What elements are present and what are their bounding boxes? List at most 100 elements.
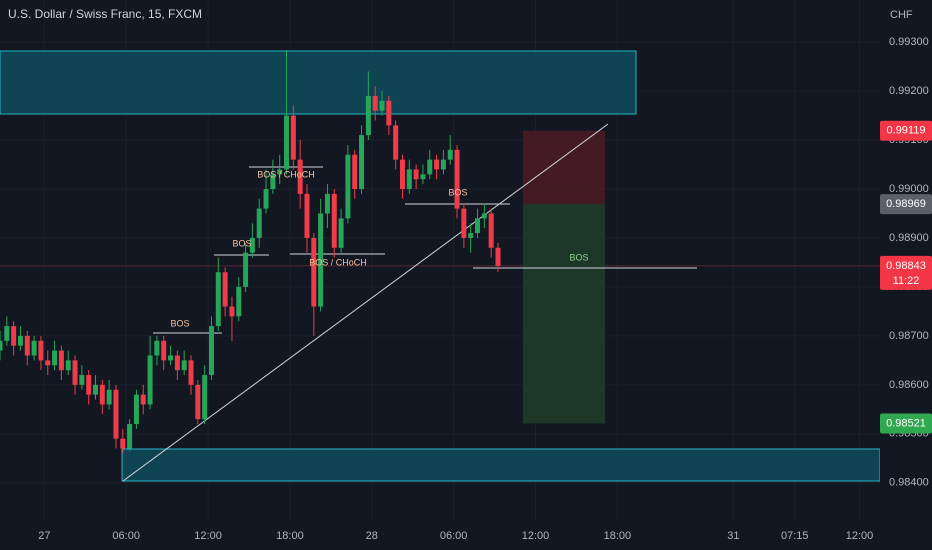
candle-body (161, 340, 167, 361)
candle-body (133, 394, 139, 425)
annotation: BOS (232, 238, 251, 248)
candle-body (331, 193, 337, 248)
axes: 0.984000.985000.986000.987000.988000.989… (38, 36, 932, 542)
candle-body (4, 326, 10, 341)
x-tick-label: 18:00 (604, 530, 632, 542)
annotation: BOS (170, 318, 189, 328)
candle-body (475, 218, 481, 234)
candle-body (256, 208, 262, 238)
position-box (523, 130, 605, 424)
candle-body (236, 286, 242, 317)
candle-body (0, 340, 3, 351)
y-tick-label: 0.99200 (889, 85, 929, 97)
y-tick-label: 0.98900 (889, 232, 929, 244)
price-marker (880, 120, 932, 141)
candle-body (386, 100, 392, 126)
candle-body (168, 355, 174, 361)
x-tick-label: 12:00 (522, 530, 550, 542)
candle-body (290, 115, 296, 160)
price-marker-label: 0.98843 (886, 260, 926, 272)
candle-body (222, 272, 228, 307)
trend-line (122, 123, 609, 482)
candle-body (65, 360, 71, 371)
x-tick-label: 06:00 (440, 530, 468, 542)
candle-body (99, 384, 105, 405)
x-tick-label: 07:15 (781, 530, 809, 542)
candle-body (434, 159, 440, 170)
candle-body (284, 115, 290, 170)
candle-body (181, 360, 187, 371)
candle-body (318, 213, 324, 307)
x-tick-label: 31 (727, 530, 739, 542)
candle-body (454, 149, 460, 209)
candle-body (427, 159, 433, 175)
candle-body (188, 360, 194, 385)
y-tick-label: 0.98700 (889, 330, 929, 342)
candle-body (311, 237, 317, 307)
candle-body (38, 340, 44, 361)
overlay: BOS BOS BOS / CHoCH BOS / CHoCH BOS BOS (170, 169, 588, 328)
price-marker-label: 0.98521 (886, 417, 926, 429)
candle-body (345, 154, 351, 219)
price-marker (880, 413, 932, 434)
candle-body (488, 213, 494, 248)
candle-body (93, 384, 99, 395)
price-marker-label: 0.99119 (887, 125, 926, 137)
candle-body (58, 350, 64, 371)
candle-body (154, 340, 160, 356)
last-price-time: 11:22 (893, 275, 920, 287)
candle-body (468, 233, 474, 238)
candle-body (17, 335, 23, 346)
y-tick-label: 0.99000 (889, 183, 929, 195)
x-tick-label: 12:00 (846, 530, 874, 542)
candle-body (393, 125, 399, 160)
candle-body (379, 100, 385, 111)
candle-body (31, 340, 37, 356)
chart-title: U.S. Dollar / Swiss Franc, 15, FXCM (8, 7, 202, 21)
candle-body (229, 306, 235, 317)
candles (0, 49, 501, 454)
candle-body (195, 384, 201, 420)
candle-body (215, 272, 221, 327)
candle-body (406, 169, 412, 190)
candle-body (79, 375, 85, 385)
stop-zone (523, 130, 605, 205)
candle-body (324, 193, 330, 214)
candle-body (11, 326, 17, 346)
target-zone (523, 204, 605, 424)
candle-body (249, 237, 255, 253)
candle-body (338, 218, 344, 248)
candle-body (413, 169, 419, 180)
annotation: BOS (448, 187, 467, 197)
y-tick-label: 0.99300 (889, 36, 929, 48)
candle-body (202, 375, 208, 420)
price-marker (880, 194, 932, 215)
candle-body (24, 335, 30, 356)
price-marker (880, 255, 932, 290)
candle-body (140, 394, 146, 405)
candle-body (263, 189, 269, 209)
candle-body (147, 355, 153, 405)
candle-body (86, 375, 92, 395)
currency: CHF (890, 9, 913, 21)
candle-body (174, 355, 180, 371)
y-tick-label: 0.98400 (889, 477, 929, 489)
candle-body (243, 252, 249, 287)
candle-body (359, 135, 365, 190)
candle-body (352, 154, 358, 190)
x-tick-label: 27 (38, 530, 50, 542)
supply-zone (0, 50, 637, 115)
price-marker-label: 0.98969 (886, 198, 926, 210)
annotation: BOS / CHoCH (257, 169, 315, 179)
annotation: BOS (569, 252, 588, 262)
candle-body (297, 159, 303, 194)
candle-body (52, 350, 58, 366)
candle-body (127, 424, 133, 449)
x-tick-label: 06:00 (112, 530, 140, 542)
candle-body (45, 360, 51, 366)
candle-body (106, 389, 112, 405)
candle-body (420, 174, 426, 180)
candle-body (495, 247, 501, 266)
candle-body (270, 174, 276, 190)
